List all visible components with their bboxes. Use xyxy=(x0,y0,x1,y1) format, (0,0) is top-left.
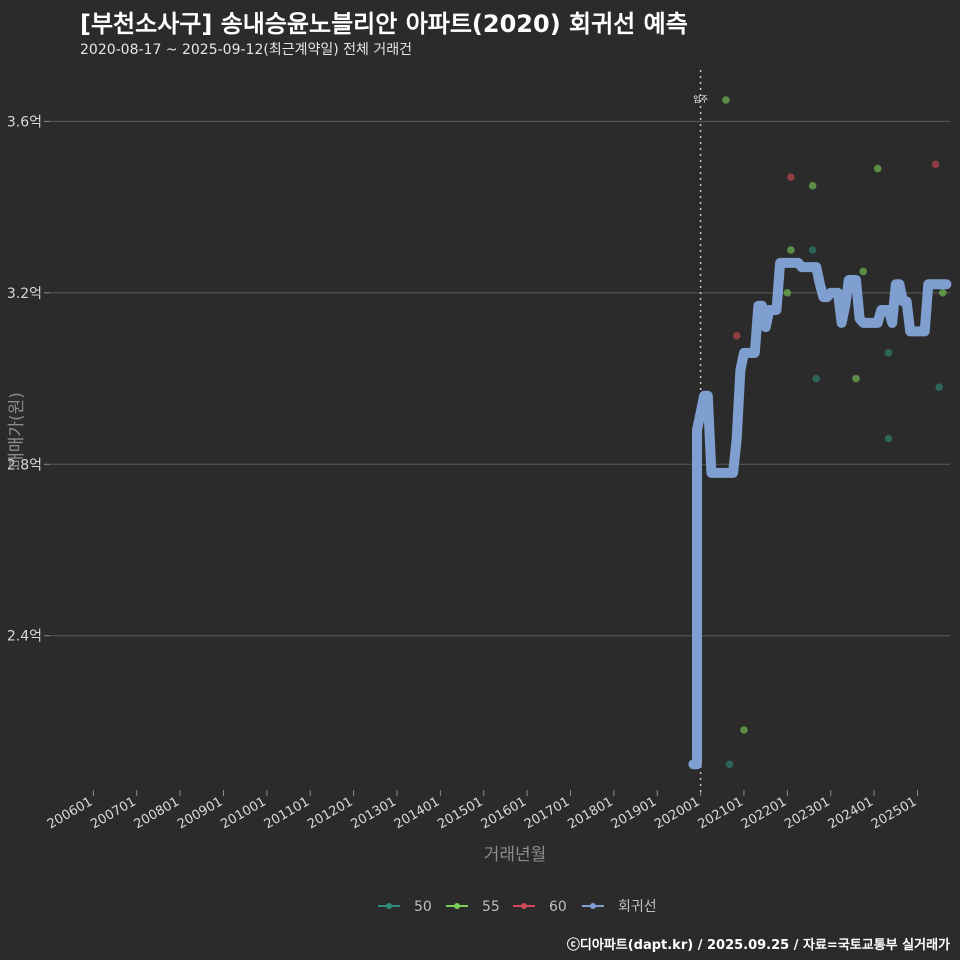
data-point-60 xyxy=(732,331,741,340)
x-tick-label: 201301 xyxy=(348,794,398,832)
regression-line xyxy=(688,257,952,770)
legend-label: 60 xyxy=(549,899,567,915)
chart-title: [부천소사구] 송내승윤노블리안 아파트(2020) 회귀선 예측 xyxy=(80,10,688,38)
legend: 50 55 60 회귀선 xyxy=(378,899,657,915)
x-tick-label: 200701 xyxy=(88,794,138,832)
legend-key-dot xyxy=(521,903,527,909)
data-point-60 xyxy=(931,160,940,169)
x-tick-label: 202201 xyxy=(739,794,789,832)
x-tick-label: 201601 xyxy=(479,794,529,832)
x-axis-ticks: 2006012007012008012009012010012011012012… xyxy=(45,790,919,832)
legend-label: 55 xyxy=(482,899,500,915)
move-in-label: 입주 xyxy=(693,95,708,104)
x-tick-label: 202101 xyxy=(695,794,745,832)
data-point-55 xyxy=(783,289,792,297)
y-axis-ticks: 2.4억 2.8억 3.2억 3.6억 xyxy=(7,114,50,645)
x-tick-label: 202501 xyxy=(869,794,919,832)
data-point-50 xyxy=(935,383,943,391)
x-tick-label: 202401 xyxy=(826,794,876,832)
x-tick-label: 200801 xyxy=(132,794,182,832)
data-point-55 xyxy=(722,96,730,104)
chart-subtitle: 2020-08-17 ~ 2025-09-12(최근계약일) 전체 거래건 xyxy=(80,42,412,58)
y-axis-title: 매매가(원) xyxy=(7,392,27,468)
x-tick-label: 201901 xyxy=(609,794,659,832)
data-point-60 xyxy=(787,173,795,181)
legend-label: 회귀선 xyxy=(618,899,657,915)
x-axis-title: 거래년월 xyxy=(484,845,547,865)
x-tick-label: 201101 xyxy=(262,794,312,832)
x-tick-label: 201001 xyxy=(218,794,268,832)
legend-key-dot xyxy=(590,903,596,909)
data-point-55 xyxy=(740,726,748,734)
data-point-50 xyxy=(725,760,734,769)
y-tick-label: 2.4억 xyxy=(7,629,42,645)
x-tick-label: 202301 xyxy=(782,794,832,832)
data-point-50 xyxy=(812,374,821,383)
grid-lines xyxy=(50,120,950,637)
data-point-55 xyxy=(787,246,795,254)
y-tick-label: 3.6억 xyxy=(7,114,42,130)
data-point-55 xyxy=(859,267,868,276)
source-caption: ⓒ디아파트(dapt.kr) / 2025.09.25 / 자료=국토교통부 실… xyxy=(566,938,950,953)
data-point-50 xyxy=(808,246,817,254)
y-tick-label: 3.2억 xyxy=(7,286,42,302)
legend-key-dot xyxy=(386,903,392,909)
legend-key-dot xyxy=(454,903,460,909)
data-point-55 xyxy=(808,181,817,190)
x-tick-label: 201201 xyxy=(305,794,355,832)
data-point-50 xyxy=(884,349,893,357)
x-tick-label: 200901 xyxy=(175,794,225,832)
data-point-50 xyxy=(884,434,893,443)
regression-line-group xyxy=(688,257,952,770)
x-tick-label: 201501 xyxy=(435,794,485,832)
data-point-55 xyxy=(852,374,860,383)
scatter-points xyxy=(722,96,947,769)
data-point-55 xyxy=(873,164,882,173)
x-tick-label: 201801 xyxy=(565,794,615,832)
x-tick-label: 202001 xyxy=(652,794,702,832)
data-point-55 xyxy=(938,289,947,297)
legend-label: 50 xyxy=(414,899,432,915)
x-tick-label: 200601 xyxy=(45,794,95,832)
x-tick-label: 201701 xyxy=(522,794,572,832)
y-tick-label: 2.8억 xyxy=(7,457,42,473)
x-tick-label: 201401 xyxy=(392,794,442,832)
